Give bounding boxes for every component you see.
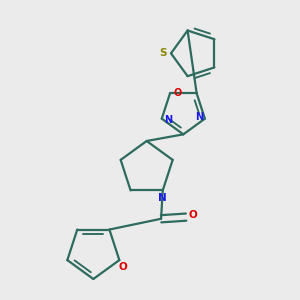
Text: O: O xyxy=(188,210,197,220)
Text: N: N xyxy=(164,115,172,125)
Text: O: O xyxy=(118,262,127,272)
Text: N: N xyxy=(195,112,203,122)
Text: S: S xyxy=(159,48,166,58)
Text: N: N xyxy=(158,194,167,203)
Text: O: O xyxy=(173,88,182,98)
